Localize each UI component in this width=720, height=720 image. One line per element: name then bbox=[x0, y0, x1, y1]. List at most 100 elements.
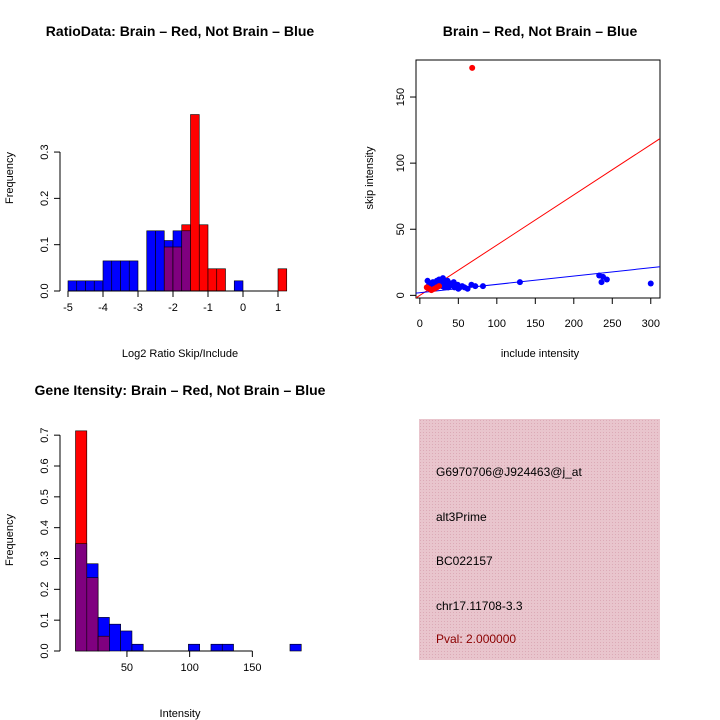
scatter-x-axis: 0 50 100 150 200 250 300 bbox=[417, 298, 660, 330]
histogram-bar bbox=[111, 260, 121, 292]
scatter-point-blue bbox=[479, 283, 486, 290]
scatter-point-blue bbox=[464, 285, 471, 292]
ratio-histogram-bars bbox=[67, 114, 288, 292]
histogram-bar bbox=[85, 280, 95, 292]
x-tick-label: 200 bbox=[565, 318, 583, 330]
y-tick-label: 0.2 bbox=[39, 582, 51, 597]
ratio-histogram-y-axis: 0.0 0.1 0.2 0.3 bbox=[39, 144, 61, 299]
histogram-bar bbox=[120, 260, 130, 292]
histogram-bar bbox=[67, 280, 78, 292]
y-tick-label: 0.1 bbox=[39, 613, 51, 628]
histogram-overlap-bar bbox=[181, 230, 191, 292]
y-tick-label: 0.6 bbox=[39, 458, 51, 473]
histogram-bar bbox=[93, 280, 104, 292]
histogram-overlap-bar bbox=[163, 246, 174, 292]
x-tick-label: -5 bbox=[63, 302, 73, 314]
ratio-histogram-title: RatioData: Brain – Red, Not Brain – Blue bbox=[46, 23, 315, 39]
histogram-bar bbox=[102, 260, 113, 292]
ratio-histogram-x-axis: -5 -4 -3 -2 -1 0 1 bbox=[63, 290, 281, 314]
gene-intensity-y-axis: 0.0 0.1 0.2 0.3 0.4 0.5 0.6 0.7 bbox=[39, 428, 61, 659]
histogram-bar bbox=[131, 643, 144, 652]
scatter-plot-box bbox=[415, 59, 661, 299]
histogram-bar bbox=[210, 643, 223, 652]
gene-intensity-x-axis: 50 100 150 bbox=[121, 650, 262, 674]
histogram-bar bbox=[207, 268, 218, 292]
intensity-scatter-panel: Brain – Red, Not Brain – Blue 0 50 100 150 2… bbox=[364, 23, 661, 360]
y-tick-label: 0 bbox=[395, 292, 407, 298]
x-tick-label: 100 bbox=[488, 318, 506, 330]
histogram-bar bbox=[216, 268, 226, 292]
y-tick-label: 150 bbox=[395, 88, 407, 106]
y-tick-label: 0.0 bbox=[39, 283, 51, 298]
scatter-point-red bbox=[469, 64, 476, 71]
scatter-point-red bbox=[436, 283, 443, 290]
scatter-point-blue bbox=[472, 283, 479, 290]
histogram-bar bbox=[155, 230, 165, 292]
x-tick-label: -1 bbox=[203, 302, 213, 314]
x-tick-label: -2 bbox=[168, 302, 178, 314]
scatter-regression-lines bbox=[416, 138, 660, 298]
accession-text: BC022157 bbox=[436, 554, 493, 568]
info-panel-background bbox=[419, 419, 660, 660]
x-tick-label: 1 bbox=[275, 302, 281, 314]
event-type-text: alt3Prime bbox=[436, 510, 487, 524]
histogram-bar bbox=[233, 280, 244, 292]
y-tick-label: 0.3 bbox=[39, 144, 51, 159]
regression-line-red bbox=[416, 138, 660, 298]
histogram-bar bbox=[221, 643, 234, 652]
histogram-overlap-bar bbox=[97, 635, 110, 652]
ratio-histogram-panel: RatioData: Brain – Red, Not Brain – Blue… bbox=[4, 23, 314, 360]
scatter-xlabel: include intensity bbox=[501, 348, 580, 360]
histogram-bar bbox=[198, 224, 209, 292]
scatter-title: Brain – Red, Not Brain – Blue bbox=[443, 23, 638, 39]
x-tick-label: 50 bbox=[121, 662, 133, 674]
histogram-bar bbox=[76, 280, 86, 292]
gene-intensity-histogram-panel: Gene Itensity: Brain – Red, Not Brain – … bbox=[4, 382, 326, 720]
scatter-point-blue bbox=[516, 279, 523, 286]
gene-intensity-bars bbox=[75, 430, 302, 652]
info-panel: G6970706@J924463@j_at alt3Prime BC022157… bbox=[419, 419, 660, 660]
x-tick-label: 300 bbox=[642, 318, 660, 330]
probe-id-text: G6970706@J924463@j_at bbox=[436, 465, 582, 479]
histogram-overlap-bar bbox=[86, 577, 99, 652]
x-tick-label: -4 bbox=[98, 302, 108, 314]
scatter-point-blue bbox=[603, 276, 610, 283]
histogram-bar bbox=[120, 630, 133, 652]
histogram-overlap-bar bbox=[75, 543, 88, 652]
histogram-bar bbox=[289, 643, 302, 652]
x-tick-label: 150 bbox=[526, 318, 544, 330]
location-text: chr17.11708-3.3 bbox=[436, 599, 523, 613]
x-tick-label: -3 bbox=[133, 302, 143, 314]
gene-intensity-ylabel: Frequency bbox=[4, 514, 16, 566]
x-tick-label: 150 bbox=[243, 662, 261, 674]
pval-text: Pval: 2.000000 bbox=[436, 632, 516, 646]
x-tick-label: 250 bbox=[603, 318, 621, 330]
x-tick-label: 50 bbox=[452, 318, 464, 330]
histogram-bar bbox=[277, 268, 288, 292]
scatter-y-axis: 0 50 100 150 bbox=[395, 88, 416, 298]
y-tick-label: 0.0 bbox=[39, 643, 51, 658]
y-tick-label: 0.7 bbox=[39, 428, 51, 443]
y-tick-label: 50 bbox=[395, 223, 407, 235]
histogram-overlap-bar bbox=[172, 246, 183, 292]
y-tick-label: 100 bbox=[395, 154, 407, 172]
histogram-bar bbox=[128, 260, 139, 292]
scatter-points bbox=[423, 64, 654, 294]
histogram-bar bbox=[146, 230, 156, 292]
scatter-point-blue bbox=[598, 279, 605, 286]
ratio-histogram-xlabel: Log2 Ratio Skip/Include bbox=[122, 348, 238, 360]
scatter-ylabel: skip intensity bbox=[364, 146, 376, 209]
ratio-histogram-ylabel: Frequency bbox=[4, 152, 16, 204]
histogram-bar bbox=[190, 114, 200, 292]
gene-intensity-title: Gene Itensity: Brain – Red, Not Brain – … bbox=[35, 382, 326, 398]
x-tick-label: 0 bbox=[240, 302, 246, 314]
y-tick-label: 0.1 bbox=[39, 237, 51, 252]
x-tick-label: 0 bbox=[417, 318, 423, 330]
y-tick-label: 0.2 bbox=[39, 191, 51, 206]
y-tick-label: 0.5 bbox=[39, 489, 51, 504]
y-tick-label: 0.4 bbox=[39, 520, 51, 535]
gene-intensity-xlabel: Intensity bbox=[160, 708, 201, 720]
x-tick-label: 100 bbox=[180, 662, 198, 674]
y-tick-label: 0.3 bbox=[39, 551, 51, 566]
